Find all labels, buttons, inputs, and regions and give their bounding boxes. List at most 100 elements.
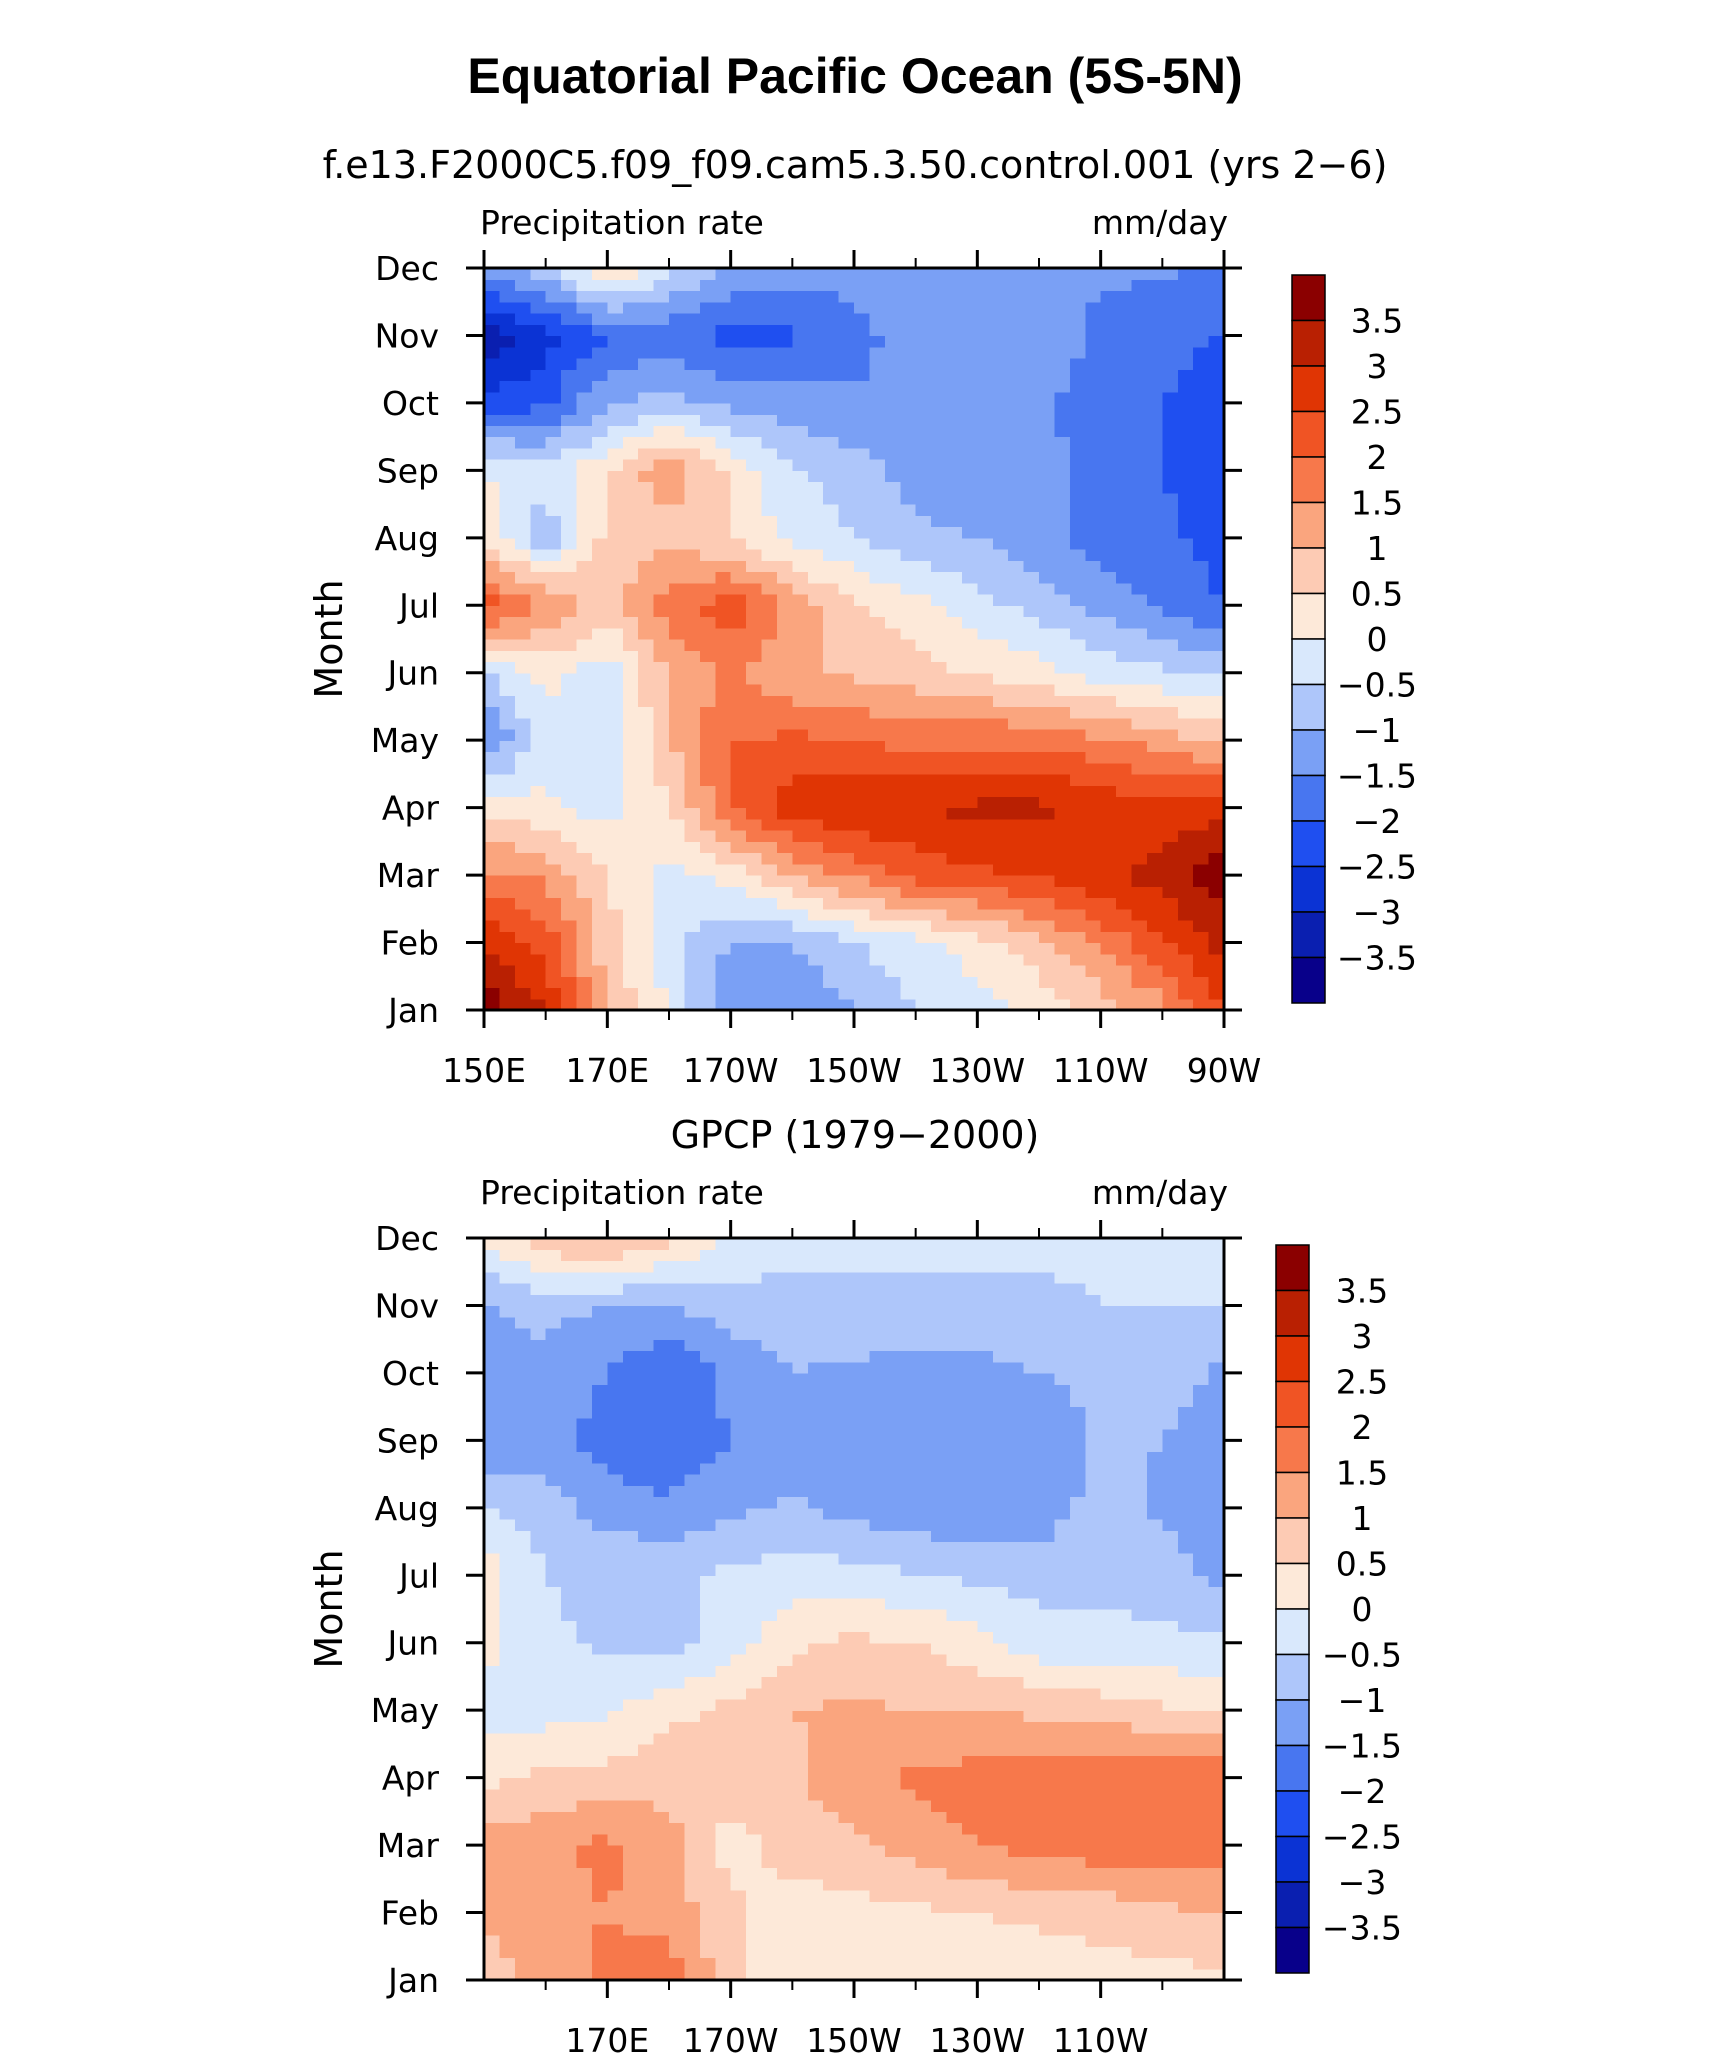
- field-cell: [1116, 1867, 1133, 1880]
- field-cell: [1085, 627, 1102, 640]
- field-cell: [514, 1609, 531, 1621]
- field-cell: [1146, 515, 1163, 528]
- field-cell: [545, 594, 562, 606]
- field-cell: [1177, 1620, 1194, 1633]
- field-cell: [1069, 346, 1086, 359]
- field-cell: [669, 447, 686, 460]
- field-cell: [1208, 1912, 1225, 1925]
- field-cell: [869, 1788, 886, 1801]
- field-cell: [607, 459, 624, 471]
- field-cell: [730, 1631, 747, 1644]
- field-cell: [1116, 537, 1133, 550]
- field-cell: [977, 987, 994, 1000]
- field-cell: [869, 717, 886, 730]
- field-cell: [854, 1653, 871, 1666]
- field-cell: [591, 1609, 608, 1621]
- field-cell: [761, 796, 778, 809]
- field-cell: [499, 796, 516, 809]
- field-cell: [961, 1710, 978, 1723]
- field-cell: [530, 1653, 547, 1666]
- field-cell: [977, 1665, 994, 1678]
- field-cell: [823, 987, 840, 1000]
- field-cell: [977, 886, 994, 899]
- field-cell: [638, 515, 655, 528]
- field-cell: [900, 605, 917, 618]
- field-cell: [1162, 335, 1179, 348]
- field-cell: [1193, 470, 1210, 483]
- field-cell: [561, 1946, 578, 1959]
- field-cell: [638, 987, 655, 1000]
- field-cell: [746, 1653, 763, 1666]
- field-cell: [561, 1923, 578, 1936]
- field-cell: [499, 920, 516, 932]
- field-cell: [931, 549, 948, 561]
- field-cell: [669, 1575, 686, 1588]
- field-cell: [869, 818, 886, 831]
- field-cell: [1116, 1811, 1133, 1824]
- field-cell: [638, 560, 655, 573]
- field-cell: [576, 1811, 593, 1824]
- field-cell: [653, 683, 670, 696]
- field-cell: [977, 762, 994, 775]
- field-cell: [715, 1721, 732, 1734]
- field-cell: [561, 897, 578, 910]
- field-cell: [977, 965, 994, 977]
- field-cell: [946, 717, 963, 730]
- field-cell: [1054, 886, 1071, 899]
- panel-model: f.e13.F2000C5.f09_f09.cam5.3.50.control.…: [307, 143, 1417, 1090]
- field-cell: [961, 1957, 978, 1970]
- field-cell: [1008, 335, 1025, 348]
- field-cell: [977, 728, 994, 741]
- field-cell: [576, 346, 593, 359]
- field-cell: [545, 953, 562, 966]
- field-cell: [792, 1586, 809, 1599]
- field-cell: [1162, 931, 1179, 944]
- field-cell: [499, 470, 516, 483]
- field-cell: [484, 717, 501, 730]
- field-cell: [838, 1912, 855, 1925]
- field-cell: [669, 582, 686, 595]
- field-cell: [1039, 875, 1056, 887]
- field-cell: [823, 594, 840, 606]
- field-cell: [1023, 470, 1040, 483]
- field-cell: [977, 312, 994, 325]
- field-cell: [484, 1912, 501, 1925]
- field-cell: [854, 1766, 871, 1779]
- field-cell: [1131, 312, 1148, 325]
- field-cell: [499, 1878, 516, 1891]
- field-cell: [545, 706, 562, 719]
- field-cell: [1039, 1957, 1056, 1970]
- field-cell: [1146, 380, 1163, 393]
- field-cell: [977, 1710, 994, 1723]
- field-cell: [684, 650, 701, 663]
- field-cell: [622, 773, 639, 786]
- field-cell: [1008, 549, 1025, 561]
- field-cell: [915, 1845, 932, 1857]
- field-cell: [884, 268, 901, 280]
- field-cell: [699, 1631, 716, 1644]
- field-cell: [499, 1620, 516, 1633]
- field-cell: [1054, 301, 1071, 314]
- field-cell: [576, 436, 593, 449]
- field-cell: [1146, 695, 1163, 708]
- field-cell: [915, 953, 932, 966]
- field-cell: [699, 1766, 716, 1779]
- field-cell: [699, 773, 716, 786]
- field-cell: [746, 1912, 763, 1925]
- field-cell: [591, 1890, 608, 1902]
- field-cell: [1146, 369, 1163, 382]
- field-cell: [715, 773, 732, 786]
- field-cell: [1131, 672, 1148, 685]
- field-cell: [715, 931, 732, 944]
- field-cell: [1162, 526, 1179, 539]
- field-cell: [915, 549, 932, 561]
- field-cell: [900, 908, 917, 921]
- field-cell: [792, 661, 809, 674]
- field-cell: [854, 1575, 871, 1588]
- field-cell: [1162, 650, 1179, 663]
- field-cell: [1023, 1586, 1040, 1599]
- field-cell: [1208, 369, 1225, 382]
- field-cell: [1162, 717, 1179, 730]
- field-cell: [1116, 1710, 1133, 1723]
- field-cell: [591, 627, 608, 640]
